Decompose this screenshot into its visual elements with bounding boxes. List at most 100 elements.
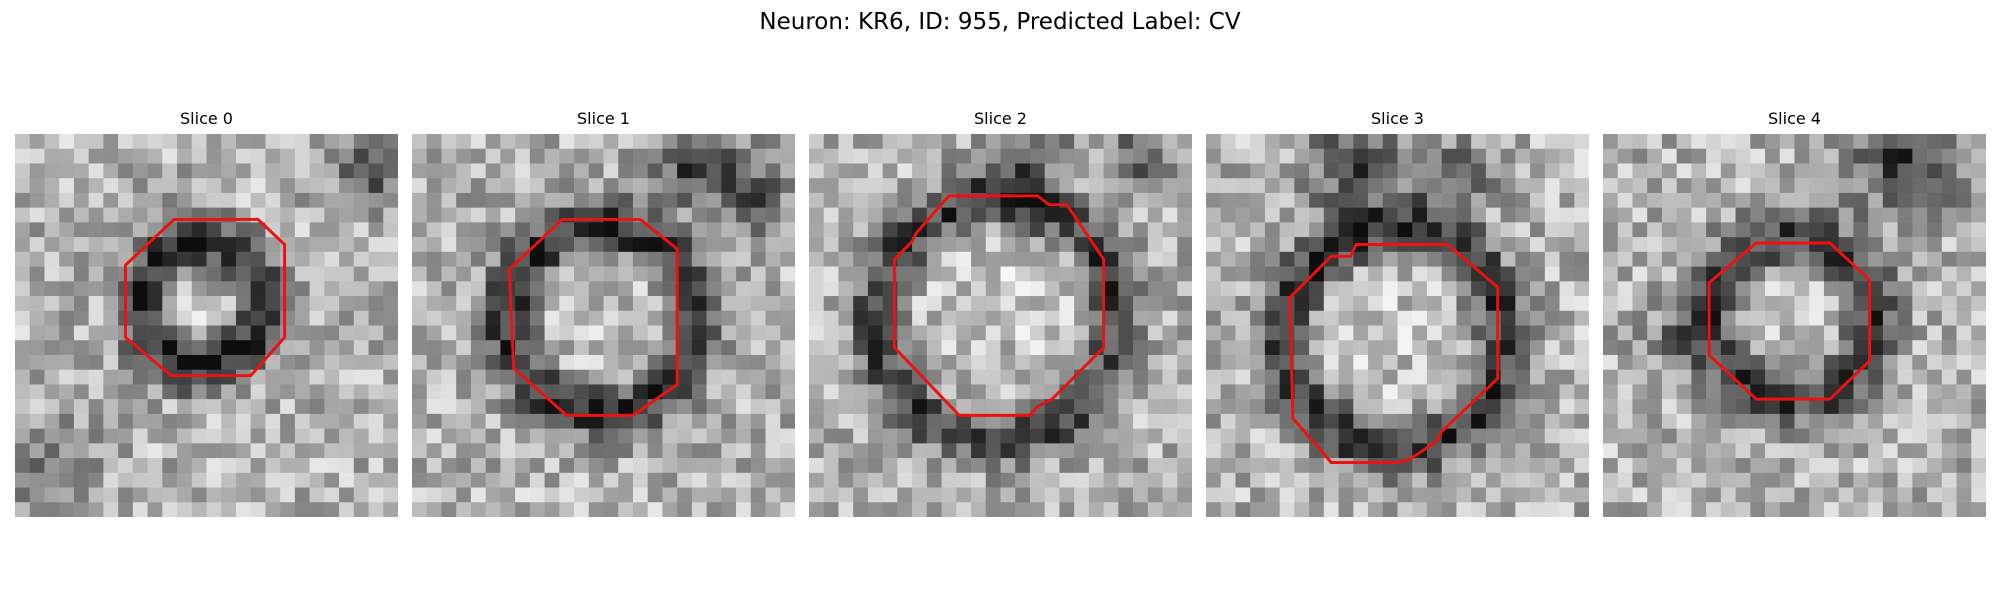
pixel: [148, 208, 163, 223]
pixel: [1662, 429, 1677, 444]
pixel: [912, 296, 927, 311]
pixel: [736, 414, 751, 429]
pixel: [1618, 208, 1633, 223]
pixel: [1045, 473, 1060, 488]
pixel: [1501, 149, 1516, 164]
pixel: [1721, 237, 1736, 252]
pixel: [942, 370, 957, 385]
pixel: [1206, 252, 1221, 267]
pixel: [618, 237, 633, 252]
pixel: [589, 252, 604, 267]
pixel: [1795, 178, 1810, 193]
pixel: [236, 384, 251, 399]
pixel: [1501, 458, 1516, 473]
pixel: [1353, 326, 1368, 341]
pixel: [971, 502, 986, 517]
pixel: [441, 311, 456, 326]
pixel: [883, 355, 898, 370]
pixel: [1074, 443, 1089, 458]
pixel: [1221, 355, 1236, 370]
pixel: [221, 429, 236, 444]
pixel: [339, 178, 354, 193]
pixel: [15, 355, 30, 370]
pixel: [118, 414, 133, 429]
pixel: [1221, 134, 1236, 149]
pixel: [1868, 208, 1883, 223]
pixel: [1603, 488, 1618, 503]
pixel: [1706, 193, 1721, 208]
pixel: [1530, 488, 1545, 503]
pixel: [221, 252, 236, 267]
pixel: [956, 355, 971, 370]
pixel: [618, 311, 633, 326]
pixel: [471, 458, 486, 473]
pixel: [1456, 267, 1471, 282]
pixel: [1912, 296, 1927, 311]
pixel: [1957, 355, 1972, 370]
pixel: [1280, 208, 1295, 223]
pixel: [618, 473, 633, 488]
pixel: [648, 149, 663, 164]
pixel: [1824, 252, 1839, 267]
pixel: [633, 355, 648, 370]
pixel: [662, 488, 677, 503]
pixel: [1795, 237, 1810, 252]
pixel: [1324, 163, 1339, 178]
pixel: [1927, 281, 1942, 296]
pixel: [1133, 502, 1148, 517]
pixel: [1206, 296, 1221, 311]
pixel: [1824, 443, 1839, 458]
pixel: [1883, 399, 1898, 414]
pixel: [1177, 222, 1192, 237]
pixel: [74, 163, 89, 178]
pixel: [1118, 399, 1133, 414]
pixel: [1148, 488, 1163, 503]
pixel: [559, 281, 574, 296]
pixel: [1074, 296, 1089, 311]
pixel: [251, 252, 266, 267]
pixel: [148, 222, 163, 237]
pixel: [339, 281, 354, 296]
pixel: [751, 488, 766, 503]
pixel: [1221, 252, 1236, 267]
pixel: [1030, 208, 1045, 223]
pixel: [1750, 458, 1765, 473]
pixel: [1942, 340, 1957, 355]
pixel: [1339, 502, 1354, 517]
pixel: [1574, 473, 1589, 488]
pixel: [809, 149, 824, 164]
pixel: [310, 208, 325, 223]
pixel: [1368, 355, 1383, 370]
pixel: [1442, 208, 1457, 223]
pixel: [1662, 222, 1677, 237]
pixel: [1691, 488, 1706, 503]
pixel: [1824, 178, 1839, 193]
pixel: [383, 178, 398, 193]
pixel: [1898, 149, 1913, 164]
pixel: [780, 163, 795, 178]
pixel: [236, 399, 251, 414]
pixel: [207, 502, 222, 517]
pixel: [1353, 414, 1368, 429]
pixel: [707, 193, 722, 208]
pixel: [1309, 488, 1324, 503]
pixel: [1677, 149, 1692, 164]
pixel: [707, 267, 722, 282]
pixel: [236, 326, 251, 341]
pixel: [1045, 429, 1060, 444]
pixel: [148, 178, 163, 193]
pixel: [1059, 267, 1074, 282]
pixel: [1912, 502, 1927, 517]
pixel: [707, 473, 722, 488]
pixel: [1691, 502, 1706, 517]
pixel: [1250, 267, 1265, 282]
pixel: [1118, 458, 1133, 473]
pixel: [692, 384, 707, 399]
pixel: [1089, 178, 1104, 193]
pixel: [515, 311, 530, 326]
pixel: [324, 355, 339, 370]
pixel: [1265, 384, 1280, 399]
pixel: [1206, 443, 1221, 458]
pixel: [1971, 340, 1986, 355]
pixel: [1280, 163, 1295, 178]
